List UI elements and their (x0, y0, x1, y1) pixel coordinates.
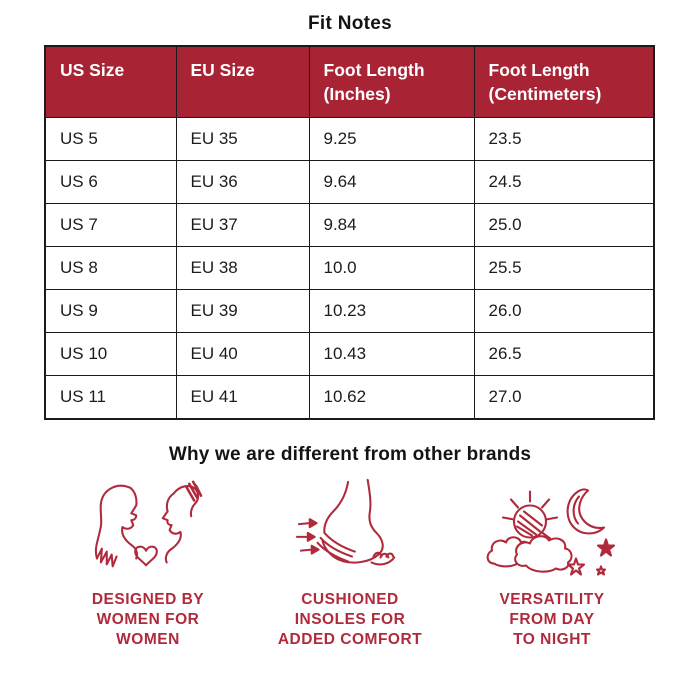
column-header-foot-length-cm: Foot Length (Centimeters) (473, 45, 655, 118)
us-size-cell: US 6 (44, 160, 177, 204)
cm-cell: 25.0 (473, 203, 655, 247)
column-header-us-size: US Size (44, 45, 177, 118)
eu-size-cell: EU 41 (175, 375, 310, 420)
feature-caption: CUSHIONED INSOLES FOR ADDED COMFORT (277, 591, 423, 648)
table-row: US 7 EU 37 9.84 25.0 (44, 203, 655, 247)
feature-caption: VERSATILITY FROM DAY TO NIGHT (499, 591, 605, 648)
eu-size-cell: EU 40 (175, 332, 310, 376)
cm-cell: 26.5 (473, 332, 655, 376)
cm-cell: 27.0 (473, 375, 655, 420)
cm-cell: 26.0 (473, 289, 655, 333)
table-row: US 5 EU 35 9.25 23.5 (44, 117, 655, 161)
section-title: Why we are different from other brands (168, 444, 532, 465)
cm-cell: 24.5 (473, 160, 655, 204)
inches-cell: 10.0 (308, 246, 475, 290)
feature-caption: DESIGNED BY WOMEN FOR WOMEN (91, 591, 205, 648)
table-row: US 8 EU 38 10.0 25.5 (44, 246, 655, 290)
feature-versatility: VERSATILITY FROM DAY TO NIGHT (452, 474, 652, 650)
us-size-cell: US 5 (44, 117, 177, 161)
inches-cell: 9.84 (308, 203, 475, 247)
eu-size-cell: EU 35 (175, 117, 310, 161)
table-header-row: US Size EU Size Foot Length (Inches) Foo… (44, 45, 655, 118)
table-row: US 9 EU 39 10.23 26.0 (44, 289, 655, 333)
cm-cell: 23.5 (473, 117, 655, 161)
us-size-cell: US 8 (44, 246, 177, 290)
day-night-icon (452, 474, 652, 586)
eu-size-cell: EU 37 (175, 203, 310, 247)
cushioned-foot-icon (250, 474, 450, 586)
table-row: US 11 EU 41 10.62 27.0 (44, 375, 655, 420)
us-size-cell: US 7 (44, 203, 177, 247)
inches-cell: 10.43 (308, 332, 475, 376)
us-size-cell: US 11 (44, 375, 177, 420)
inches-cell: 9.64 (308, 160, 475, 204)
feature-cushioned-insoles: CUSHIONED INSOLES FOR ADDED COMFORT (250, 474, 450, 650)
cm-cell: 25.5 (473, 246, 655, 290)
eu-size-cell: EU 36 (175, 160, 310, 204)
inches-cell: 10.23 (308, 289, 475, 333)
us-size-cell: US 9 (44, 289, 177, 333)
eu-size-cell: EU 39 (175, 289, 310, 333)
inches-cell: 10.62 (308, 375, 475, 420)
features-row: DESIGNED BY WOMEN FOR WOMEN (0, 474, 700, 650)
eu-size-cell: EU 38 (175, 246, 310, 290)
women-faces-icon (48, 474, 248, 586)
table-row: US 10 EU 40 10.43 26.5 (44, 332, 655, 376)
table-row: US 6 EU 36 9.64 24.5 (44, 160, 655, 204)
size-chart-table: US Size EU Size Foot Length (Inches) Foo… (44, 45, 655, 420)
us-size-cell: US 10 (44, 332, 177, 376)
inches-cell: 9.25 (308, 117, 475, 161)
column-header-eu-size: EU Size (175, 45, 310, 118)
column-header-foot-length-inches: Foot Length (Inches) (308, 45, 475, 118)
feature-designed-by-women: DESIGNED BY WOMEN FOR WOMEN (48, 474, 248, 650)
page-title: Fit Notes (308, 13, 392, 34)
